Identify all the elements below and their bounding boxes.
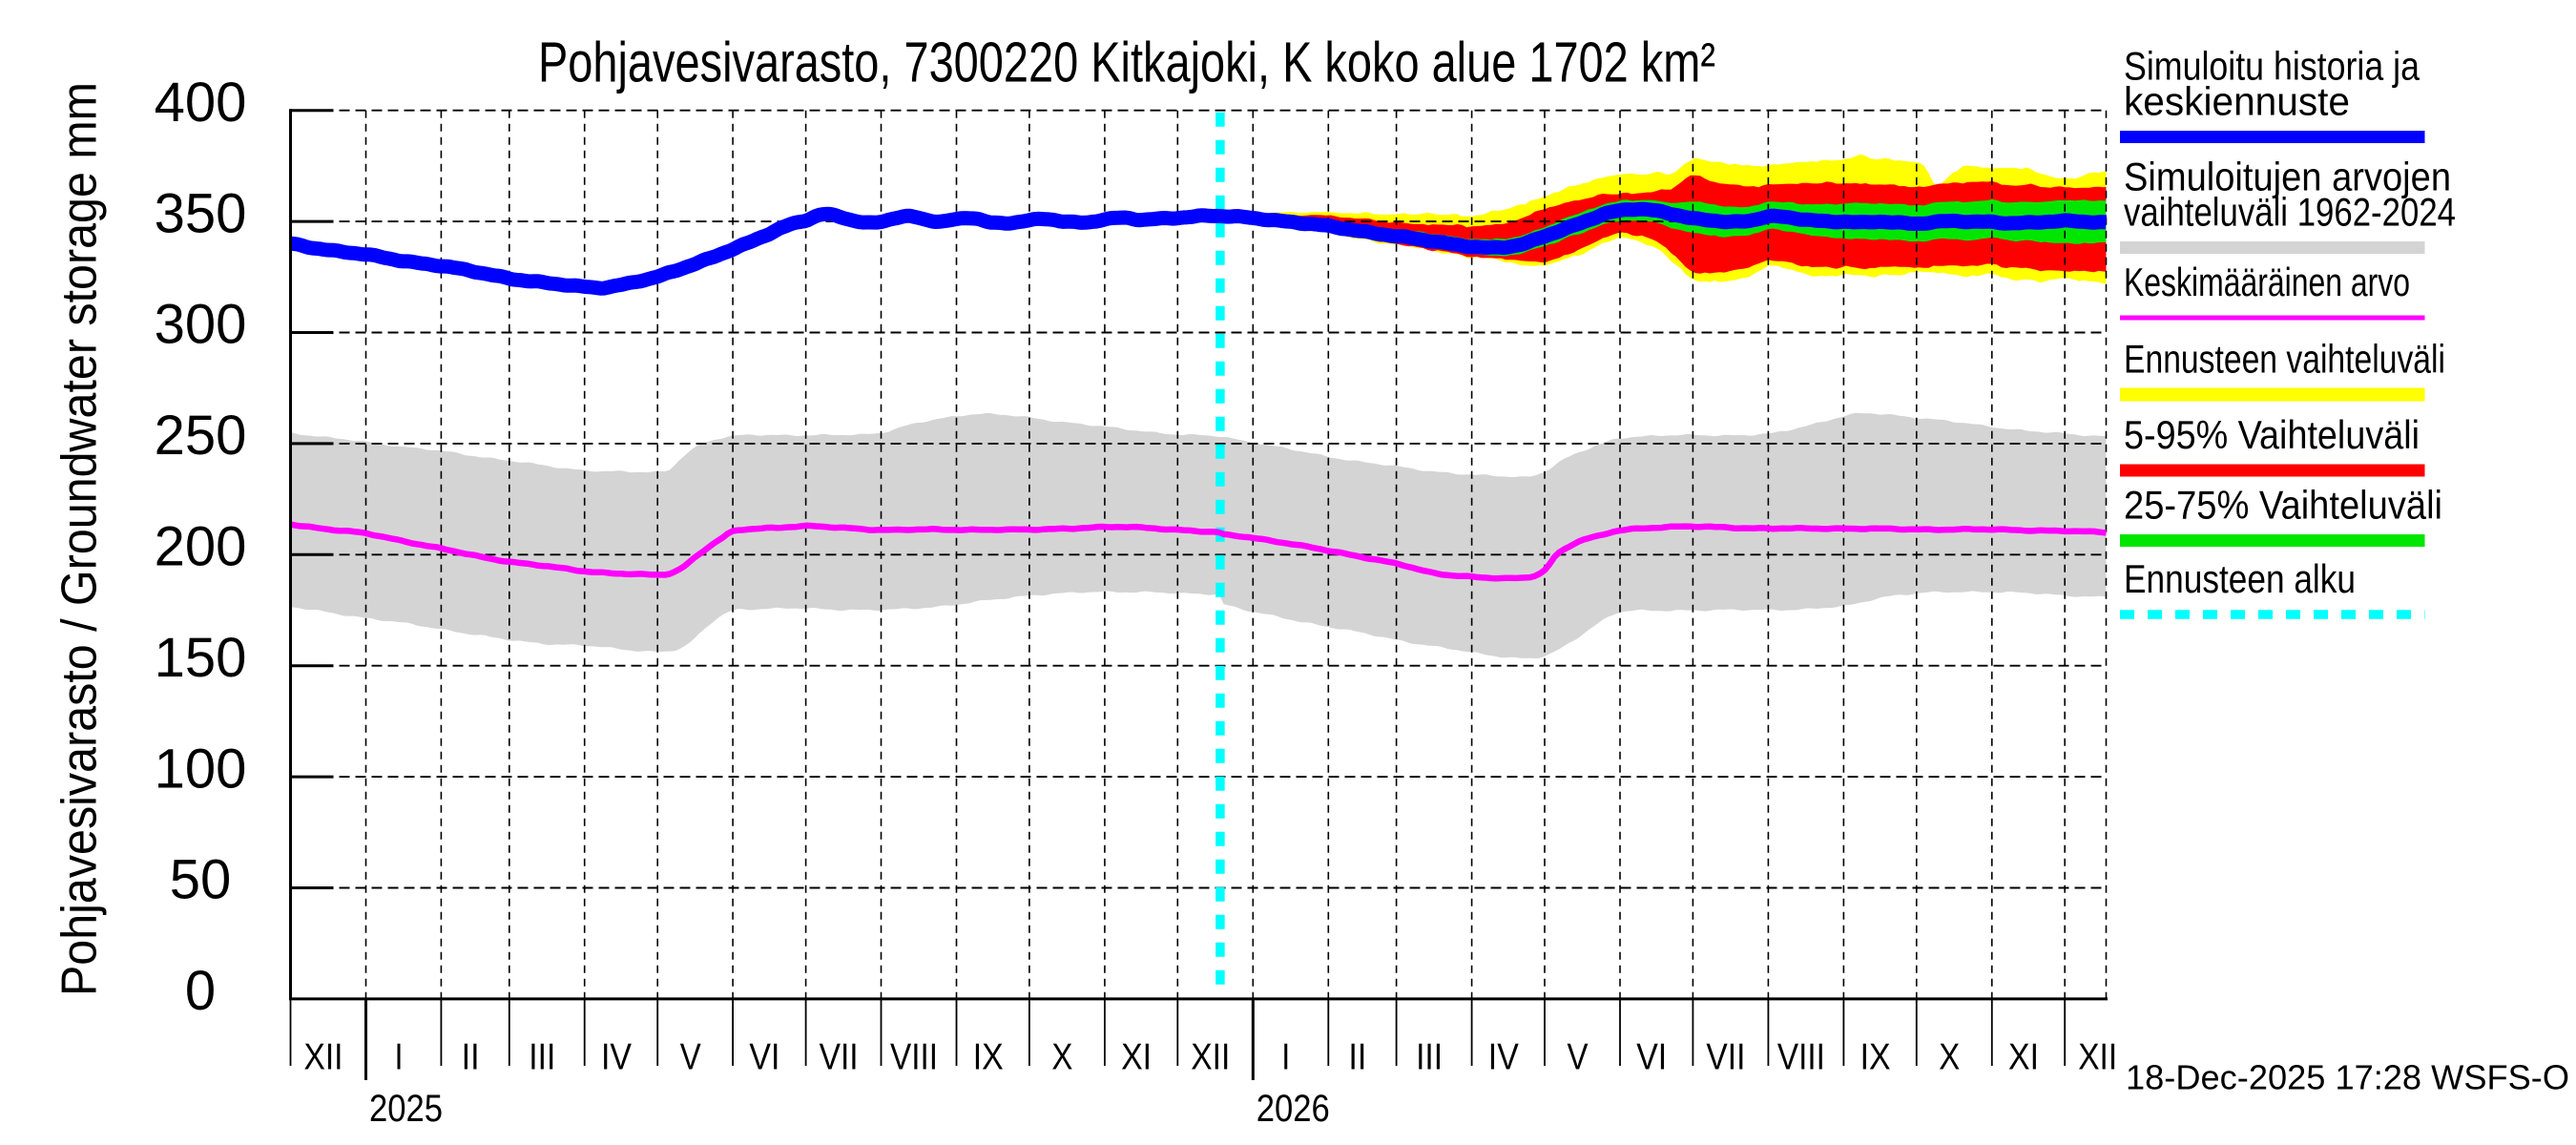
svg-text:250: 250 — [155, 405, 247, 467]
svg-text:vaihteluväli 1962-2024: vaihteluväli 1962-2024 — [2124, 190, 2456, 235]
svg-text:keskiennuste: keskiennuste — [2124, 79, 2350, 124]
svg-text:III: III — [529, 1037, 555, 1078]
svg-text:I: I — [395, 1037, 404, 1078]
svg-text:XI: XI — [2008, 1037, 2039, 1078]
svg-text:VI: VI — [1636, 1037, 1667, 1078]
svg-text:2025: 2025 — [369, 1088, 443, 1130]
svg-text:2026: 2026 — [1257, 1088, 1330, 1130]
svg-text:Simuloitu historia ja: Simuloitu historia ja — [2124, 44, 2420, 89]
svg-text:I: I — [1281, 1037, 1290, 1078]
svg-text:300: 300 — [155, 294, 247, 356]
svg-text:III: III — [1416, 1037, 1443, 1078]
svg-text:200: 200 — [155, 516, 247, 578]
svg-text:0: 0 — [185, 960, 216, 1022]
svg-text:XII: XII — [1191, 1037, 1230, 1078]
svg-text:Pohjavesivarasto / Groundwater: Pohjavesivarasto / Groundwater storage m… — [52, 82, 108, 996]
svg-text:IV: IV — [1488, 1037, 1519, 1078]
svg-text:II: II — [462, 1037, 480, 1078]
svg-text:VI: VI — [749, 1037, 779, 1078]
svg-text:5-95% Vaihteluväli: 5-95% Vaihteluväli — [2124, 412, 2420, 457]
svg-text:IX: IX — [973, 1037, 1004, 1078]
svg-text:Ennusteen alku: Ennusteen alku — [2124, 556, 2356, 601]
svg-text:400: 400 — [155, 72, 247, 134]
svg-text:VIII: VIII — [890, 1037, 938, 1078]
svg-text:V: V — [680, 1037, 701, 1078]
svg-text:VII: VII — [1706, 1037, 1745, 1078]
svg-text:Ennusteen vaihteluväli: Ennusteen vaihteluväli — [2124, 337, 2445, 382]
svg-text:18-Dec-2025 17:28 WSFS-O: 18-Dec-2025 17:28 WSFS-O — [2126, 1057, 2569, 1096]
svg-text:X: X — [1939, 1037, 1960, 1078]
svg-text:150: 150 — [155, 627, 247, 689]
svg-text:XI: XI — [1121, 1037, 1152, 1078]
svg-text:25-75% Vaihteluväli: 25-75% Vaihteluväli — [2124, 483, 2442, 528]
svg-text:XII: XII — [304, 1037, 343, 1078]
svg-text:V: V — [1568, 1037, 1589, 1078]
svg-text:IV: IV — [601, 1037, 632, 1078]
svg-text:100: 100 — [155, 738, 247, 800]
svg-text:50: 50 — [170, 849, 232, 911]
svg-text:XII: XII — [2078, 1037, 2117, 1078]
svg-text:VII: VII — [820, 1037, 859, 1078]
svg-text:Keskimääräinen arvo: Keskimääräinen arvo — [2124, 260, 2410, 304]
svg-text:II: II — [1348, 1037, 1366, 1078]
svg-text:VIII: VIII — [1777, 1037, 1825, 1078]
svg-text:IX: IX — [1860, 1037, 1891, 1078]
svg-text:Pohjavesivarasto, 7300220 Kitk: Pohjavesivarasto, 7300220 Kitkajoki, K k… — [538, 31, 1715, 94]
svg-text:X: X — [1051, 1037, 1072, 1078]
svg-text:Simuloitujen arvojen: Simuloitujen arvojen — [2124, 155, 2451, 199]
svg-text:350: 350 — [155, 182, 247, 244]
